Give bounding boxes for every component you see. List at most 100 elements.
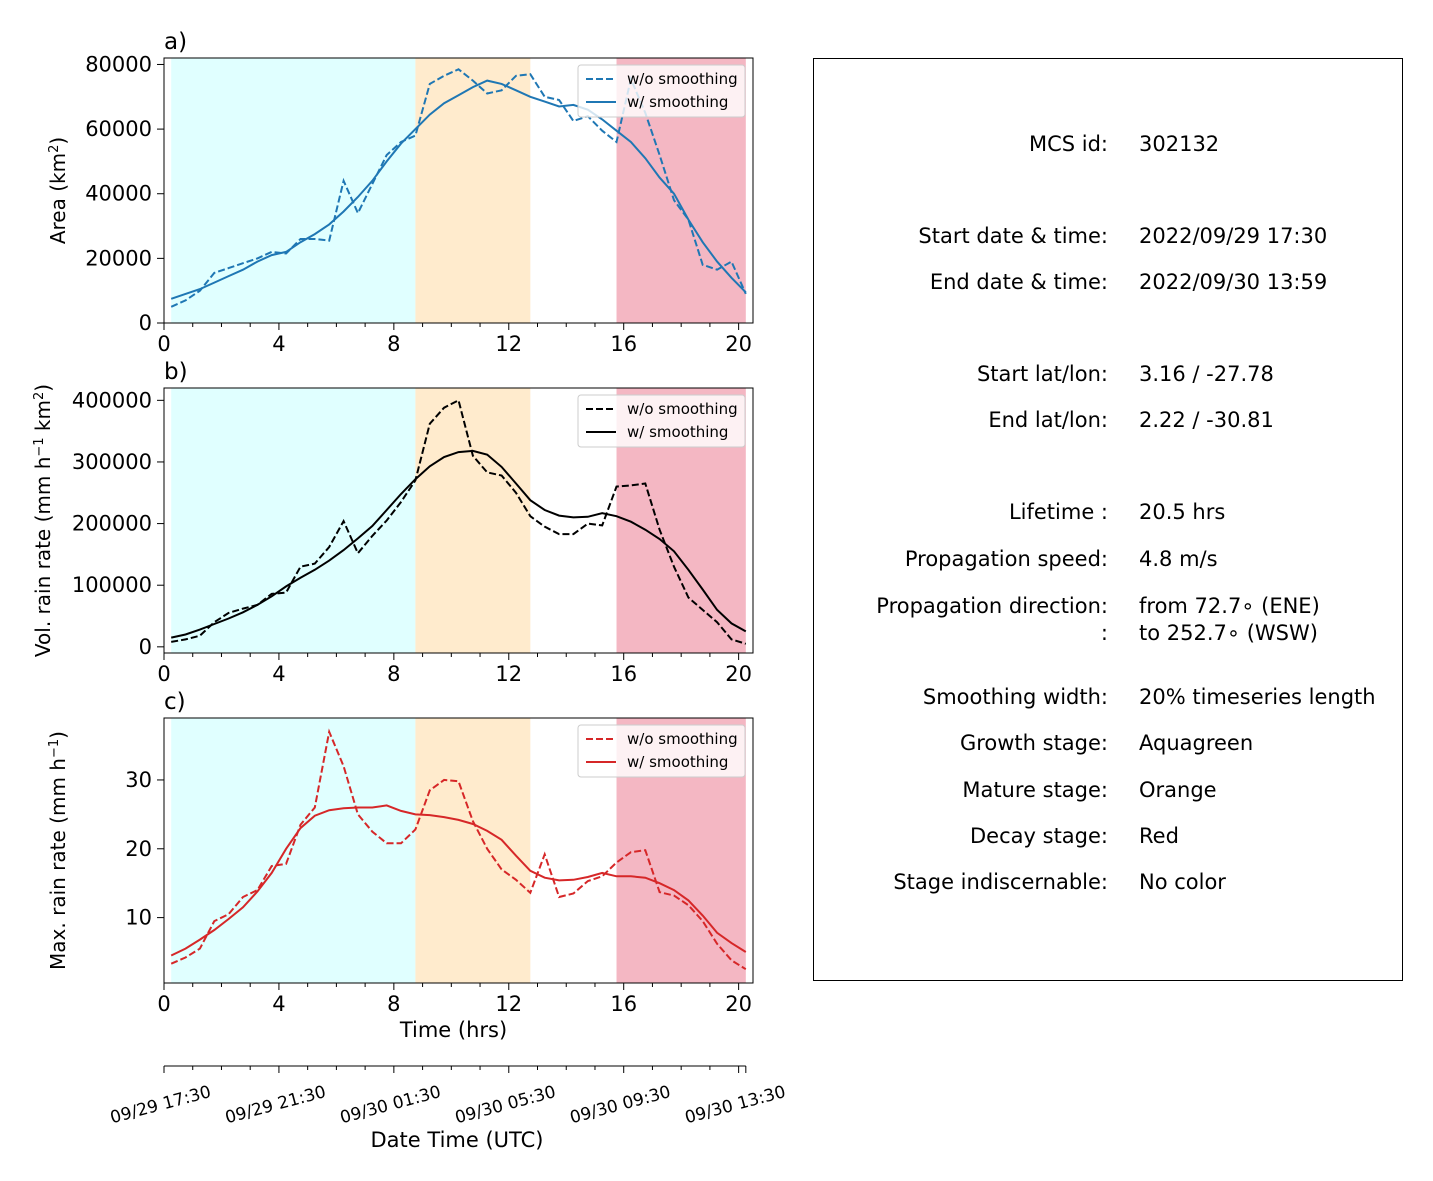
legend-box — [577, 724, 746, 778]
y-tick-label: 20000 — [85, 246, 152, 270]
y-axis-label: Area (km2) — [46, 137, 70, 244]
info-value: 2022/09/29 17:30 — [1139, 224, 1328, 248]
x-axis-label: Time (hrs) — [399, 1018, 507, 1042]
info-label: Growth stage: — [959, 731, 1108, 755]
info-value: 3.16 / -27.78 — [1139, 362, 1274, 386]
info-label: Decay stage: — [970, 824, 1108, 848]
info-row-mcs-id: MCS id: 302132 — [814, 132, 1404, 162]
info-label: Smoothing width: — [922, 685, 1108, 709]
series-line-raw — [170, 68, 747, 308]
info-label: Start date & time: — [918, 224, 1108, 248]
x-tick-label: 20 — [725, 332, 752, 356]
info-value: to 252.7∘ (WSW) — [1139, 621, 1318, 645]
info-label: Start lat/lon: — [976, 362, 1108, 386]
x-tick-label: 12 — [495, 332, 522, 356]
x-tick-label: 4 — [272, 332, 285, 356]
x-tick-label: 0 — [157, 662, 170, 686]
info-label: : — [1100, 621, 1108, 645]
legend-label: w/ smoothing — [627, 423, 728, 441]
legend-box — [577, 394, 746, 448]
stage-band-mature — [415, 58, 531, 323]
y-tick-label: 10 — [125, 906, 152, 930]
x-tick-label: 8 — [387, 332, 400, 356]
y-axis-label: Vol. rain rate (mm h−1 km2) — [31, 384, 55, 657]
info-value: 302132 — [1139, 132, 1220, 156]
datetime-tick-label: 09/30 09:30 — [568, 1082, 673, 1128]
stage-band-growth — [171, 58, 416, 323]
stage-band-mature — [415, 388, 531, 653]
info-row-mature-stage: Mature stage: Orange — [814, 778, 1404, 808]
y-axis-label: Max. rain rate (mm h−1) — [46, 731, 70, 970]
x-tick-label: 20 — [725, 992, 752, 1016]
y-tick-label: 400000 — [72, 388, 152, 412]
info-label: Mature stage: — [962, 778, 1108, 802]
info-row-prop-speed: Propagation speed: 4.8 m/s — [814, 547, 1404, 577]
info-row-end-latlon: End lat/lon: 2.22 / -30.81 — [814, 408, 1404, 438]
y-tick-label: 60000 — [85, 117, 152, 141]
axes-frame — [163, 717, 754, 984]
axes-frame — [163, 57, 754, 324]
info-label: Lifetime : — [1008, 500, 1108, 524]
y-tick-label: 200000 — [72, 512, 152, 536]
datetime-tick-label: 09/30 13:30 — [683, 1082, 788, 1128]
info-value: Aquagreen — [1139, 731, 1254, 755]
x-tick-label: 4 — [272, 992, 285, 1016]
series-line-smoothed — [170, 79, 747, 300]
y-tick-label: 20 — [125, 837, 152, 861]
y-tick-label: 0 — [139, 311, 152, 335]
info-label: Propagation direction: — [876, 594, 1108, 618]
info-row-lifetime: Lifetime : 20.5 hrs — [814, 500, 1404, 530]
info-label: MCS id: — [1028, 132, 1108, 156]
y-tick-label: 0 — [139, 635, 152, 659]
legend-label: w/ smoothing — [627, 753, 728, 771]
info-label: End date & time: — [929, 270, 1108, 294]
stage-band-mature — [415, 718, 531, 983]
info-row-start-time: Start date & time: 2022/09/29 17:30 — [814, 224, 1404, 254]
info-value: 4.8 m/s — [1139, 547, 1218, 571]
info-value: Orange — [1139, 778, 1217, 802]
legend-box — [577, 64, 746, 118]
y-tick-label: 300000 — [72, 450, 152, 474]
x-tick-label: 8 — [387, 992, 400, 1016]
x-tick-label: 16 — [610, 662, 637, 686]
legend-label: w/o smoothing — [627, 730, 738, 748]
info-value: 2.22 / -30.81 — [1139, 408, 1274, 432]
stage-band-growth — [171, 388, 416, 653]
info-row-decay-stage: Decay stage: Red — [814, 824, 1404, 854]
datetime-axis-label: Date Time (UTC) — [371, 1128, 544, 1152]
info-panel: MCS id: 302132 Start date & time: 2022/09/… — [813, 58, 1403, 981]
x-tick-label: 16 — [610, 992, 637, 1016]
series-line-smoothed — [170, 804, 747, 957]
datetime-tick-label: 09/30 05:30 — [453, 1082, 558, 1128]
info-value: No color — [1139, 870, 1226, 894]
x-tick-label: 12 — [495, 992, 522, 1016]
x-tick-label: 12 — [495, 662, 522, 686]
stage-band-growth — [171, 718, 416, 983]
info-value: from 72.7∘ (ENE) — [1139, 594, 1320, 618]
x-tick-label: 0 — [157, 332, 170, 356]
y-tick-label: 80000 — [85, 52, 152, 76]
datetime-tick-label: 09/29 17:30 — [108, 1082, 213, 1128]
info-row-stage-indiscernable: Stage indiscernable: No color — [814, 870, 1404, 900]
legend-label: w/o smoothing — [627, 70, 738, 88]
info-label: End lat/lon: — [988, 408, 1108, 432]
info-row-start-latlon: Start lat/lon: 3.16 / -27.78 — [814, 362, 1404, 392]
info-row-growth-stage: Growth stage: Aquagreen — [814, 731, 1404, 761]
datetime-tick-label: 09/30 01:30 — [338, 1082, 443, 1128]
x-tick-label: 0 — [157, 992, 170, 1016]
info-value: 20% timeseries length — [1139, 685, 1376, 709]
info-label: Stage indiscernable: — [893, 870, 1108, 894]
info-row-smoothing-width: Smoothing width: 20% timeseries length — [814, 685, 1404, 715]
axes-frame — [163, 387, 754, 654]
y-tick-label: 100000 — [72, 573, 152, 597]
x-tick-label: 4 — [272, 662, 285, 686]
info-value: Red — [1139, 824, 1179, 848]
legend-label: w/o smoothing — [627, 400, 738, 418]
series-line-raw — [170, 728, 747, 971]
x-tick-label: 8 — [387, 662, 400, 686]
info-row-prop-direction-from: Propagation direction: from 72.7∘ (ENE) — [814, 594, 1404, 624]
panel-letter: a) — [164, 29, 187, 55]
datetime-tick-label: 09/29 21:30 — [223, 1082, 328, 1128]
x-tick-label: 20 — [725, 662, 752, 686]
